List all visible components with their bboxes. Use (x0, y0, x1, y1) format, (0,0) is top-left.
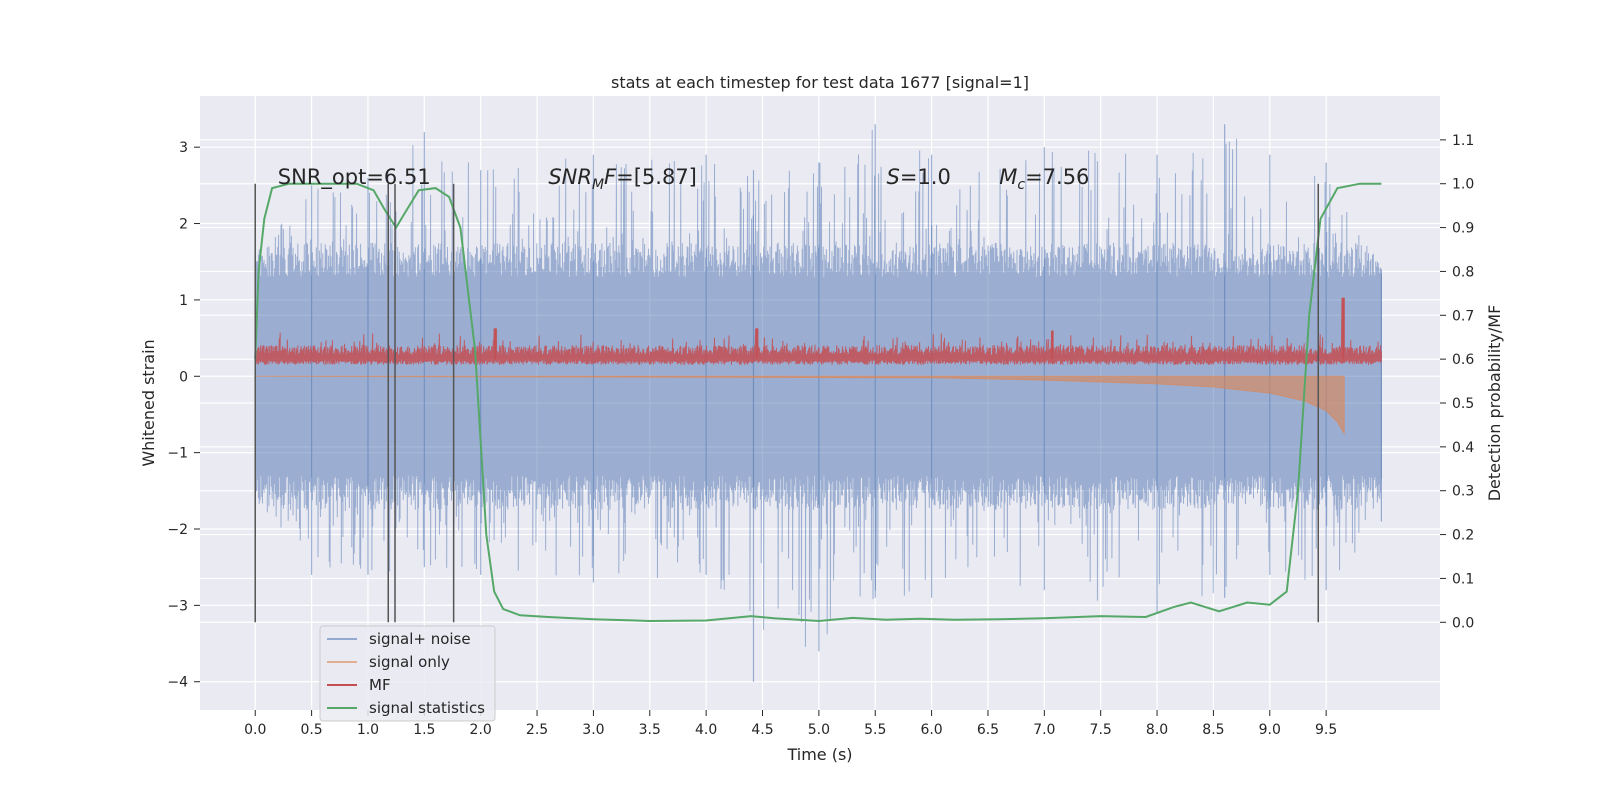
legend-label-mf: MF (369, 676, 391, 694)
x-tick-label: 0.0 (244, 722, 266, 738)
annotations-layer: SNR_opt=6.51 SNRMF=[5.87] S=1.0 Mc=7.56 (278, 165, 1090, 193)
y-right-tick-label: 0.2 (1452, 528, 1474, 544)
axes-layer: 0.0 0.5 1.0 1.5 2.0 2.5 3.0 3.5 4.0 4.5 5.0 5.5 6.0 6… (167, 133, 1474, 738)
y-right-tick-label: 0.0 (1452, 615, 1474, 631)
chart-title: stats at each timestep for test data 167… (611, 73, 1029, 92)
y-right-tick-label: 0.1 (1452, 571, 1474, 587)
y-right-tick-label: 0.3 (1452, 484, 1474, 500)
y-right-tick-label: 1.1 (1452, 133, 1474, 149)
y-tick-label: 2 (179, 217, 188, 233)
x-tick-label: 6.0 (920, 722, 942, 738)
y-tick-label: 3 (179, 140, 188, 156)
y-tick-label: −2 (167, 522, 188, 538)
legend-label-signal-noise: signal+ noise (369, 630, 471, 648)
series-mf (254, 297, 1382, 365)
legend-label-signal-only: signal only (369, 653, 450, 671)
y-right-tick-label: 1.0 (1452, 177, 1474, 193)
y-right-axis-label: Detection probability/MF (1485, 305, 1504, 502)
y-tick-label: −3 (167, 598, 188, 614)
x-tick-label: 9.0 (1259, 722, 1281, 738)
annotation-text: SNRMF=[5.87] (548, 165, 697, 193)
x-tick-label: 7.0 (1033, 722, 1055, 738)
annotation-text: S=1.0 (887, 165, 951, 189)
y-right-tick-label: 0.8 (1452, 264, 1474, 280)
x-tick-label: 2.0 (470, 722, 492, 738)
x-tick-label: 3.0 (582, 722, 604, 738)
series-signal-statistics (254, 182, 1382, 623)
x-tick-label: 5.5 (864, 722, 886, 738)
x-tick-label: 3.5 (639, 722, 661, 738)
y-right-tick-label: 0.6 (1452, 352, 1474, 368)
legend: signal+ noise signal only MF signal stat… (319, 625, 496, 722)
y-right-tick-label: 0.9 (1452, 221, 1474, 237)
y-tick-label: −4 (167, 675, 188, 691)
x-tick-label: 4.0 (695, 722, 717, 738)
y-right-tick-label: 0.5 (1452, 396, 1474, 412)
annotation-text: Mc=7.56 (999, 165, 1089, 193)
x-axis-label: Time (s) (786, 745, 852, 764)
y-axis-label: Whitened strain (139, 339, 158, 466)
x-tick-label: 4.5 (751, 722, 773, 738)
x-tick-label: 6.5 (977, 722, 999, 738)
series-signal-only (253, 375, 1345, 436)
annotation-text: SNR_opt=6.51 (278, 165, 431, 190)
y-tick-label: −1 (167, 446, 188, 462)
markers-layer (254, 183, 1320, 623)
y-tick-label: 0 (179, 369, 188, 385)
x-tick-label: 1.5 (413, 722, 435, 738)
legend-label-signal-statistics: signal statistics (369, 699, 485, 717)
x-tick-label: 7.5 (1090, 722, 1112, 738)
y-right-tick-label: 0.7 (1452, 308, 1474, 324)
x-tick-label: 5.0 (808, 722, 830, 738)
x-tick-label: 8.0 (1146, 722, 1168, 738)
y-right-tick-label: 0.4 (1452, 440, 1474, 456)
y-tick-label: 1 (179, 293, 188, 309)
x-tick-label: 0.5 (300, 722, 322, 738)
x-tick-label: 2.5 (526, 722, 548, 738)
legend-box (319, 625, 496, 722)
x-tick-label: 1.0 (357, 722, 379, 738)
x-tick-label: 8.5 (1202, 722, 1224, 738)
x-tick-label: 9.5 (1315, 722, 1337, 738)
